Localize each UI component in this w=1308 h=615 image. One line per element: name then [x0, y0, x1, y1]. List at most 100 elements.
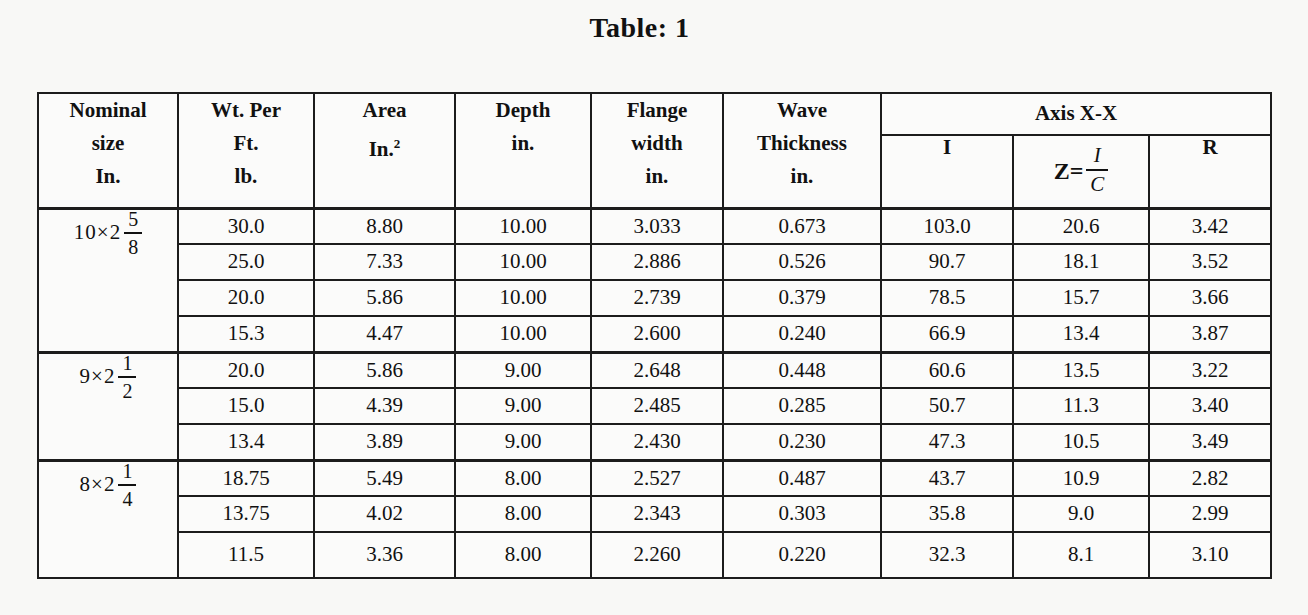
cell-wt: 11.5	[178, 532, 314, 578]
cell-flange: 3.033	[591, 208, 723, 244]
col-header-nominal-size: Nominal size In.	[38, 93, 178, 208]
cell-z: 18.1	[1013, 244, 1149, 280]
cell-i: 35.8	[881, 496, 1013, 532]
cell-wt: 20.0	[178, 280, 314, 316]
col-header-section-modulus: Z=IC	[1013, 135, 1149, 208]
cell-depth: 10.00	[455, 208, 591, 244]
cell-area: 7.33	[314, 244, 455, 280]
cell-depth: 9.00	[455, 352, 591, 388]
cell-wave: 0.379	[723, 280, 881, 316]
cell-wt: 18.75	[178, 460, 314, 496]
cell-wave: 0.303	[723, 496, 881, 532]
cell-z: 15.7	[1013, 280, 1149, 316]
table-row: 10×258 30.0 8.80 10.00 3.033 0.673 103.0…	[38, 208, 1271, 244]
nominal-fraction: 58	[124, 208, 142, 257]
cell-r: 2.82	[1149, 460, 1271, 496]
cell-i: 103.0	[881, 208, 1013, 244]
table-row: 20.0 5.86 10.00 2.739 0.379 78.5 15.7 3.…	[38, 280, 1271, 316]
cell-flange: 2.648	[591, 352, 723, 388]
table-row: 8×214 18.75 5.49 8.00 2.527 0.487 43.7 1…	[38, 460, 1271, 496]
cell-wave: 0.487	[723, 460, 881, 496]
col-header-flange-width: Flange width in.	[591, 93, 723, 208]
cell-i: 32.3	[881, 532, 1013, 578]
col-header-wt-per-ft: Wt. Per Ft. lb.	[178, 93, 314, 208]
nominal-fraction: 14	[118, 460, 136, 509]
table-row: 9×212 20.0 5.86 9.00 2.648 0.448 60.6 13…	[38, 352, 1271, 388]
col-header-moment-of-inertia: I	[881, 135, 1013, 208]
cell-r: 3.49	[1149, 424, 1271, 460]
col-header-radius-of-gyration: R	[1149, 135, 1271, 208]
cell-wt: 13.4	[178, 424, 314, 460]
cell-i: 66.9	[881, 316, 1013, 352]
cell-wave: 0.673	[723, 208, 881, 244]
col-header-wave-thickness: Wave Thickness in.	[723, 93, 881, 208]
area-superscript: 2	[394, 136, 401, 151]
cell-wave: 0.220	[723, 532, 881, 578]
cell-flange: 2.600	[591, 316, 723, 352]
cell-area: 3.89	[314, 424, 455, 460]
cell-area: 4.02	[314, 496, 455, 532]
cell-z: 13.5	[1013, 352, 1149, 388]
cell-i: 78.5	[881, 280, 1013, 316]
cell-r: 3.66	[1149, 280, 1271, 316]
cell-flange: 2.739	[591, 280, 723, 316]
cell-z: 11.3	[1013, 388, 1149, 424]
table-row: 13.4 3.89 9.00 2.430 0.230 47.3 10.5 3.4…	[38, 424, 1271, 460]
nominal-size-group-2: 9×212	[38, 352, 178, 460]
table-row: 15.0 4.39 9.00 2.485 0.285 50.7 11.3 3.4…	[38, 388, 1271, 424]
cell-z: 9.0	[1013, 496, 1149, 532]
table-row: 11.5 3.36 8.00 2.260 0.220 32.3 8.1 3.10	[38, 532, 1271, 578]
col-header-depth: Depth in.	[455, 93, 591, 208]
cell-i: 43.7	[881, 460, 1013, 496]
cell-area: 5.86	[314, 352, 455, 388]
table-row: 25.0 7.33 10.00 2.886 0.526 90.7 18.1 3.…	[38, 244, 1271, 280]
cell-area: 3.36	[314, 532, 455, 578]
cell-i: 47.3	[881, 424, 1013, 460]
nominal-size-group-1: 10×258	[38, 208, 178, 352]
cell-flange: 2.485	[591, 388, 723, 424]
nominal-size-label: 10×258	[74, 210, 142, 259]
cell-area: 4.47	[314, 316, 455, 352]
nominal-size-group-3: 8×214	[38, 460, 178, 578]
cell-wave: 0.240	[723, 316, 881, 352]
cell-depth: 9.00	[455, 424, 591, 460]
cell-flange: 2.886	[591, 244, 723, 280]
cell-depth: 8.00	[455, 460, 591, 496]
cell-flange: 2.343	[591, 496, 723, 532]
cell-wave: 0.285	[723, 388, 881, 424]
page-title: Table: 1	[37, 12, 1242, 44]
table-row: 15.3 4.47 10.00 2.600 0.240 66.9 13.4 3.…	[38, 316, 1271, 352]
cell-wave: 0.230	[723, 424, 881, 460]
cell-z: 13.4	[1013, 316, 1149, 352]
z-fraction: IC	[1086, 144, 1108, 195]
cell-r: 3.87	[1149, 316, 1271, 352]
cell-wt: 25.0	[178, 244, 314, 280]
cell-i: 60.6	[881, 352, 1013, 388]
cell-wave: 0.448	[723, 352, 881, 388]
cell-depth: 10.00	[455, 244, 591, 280]
cell-area: 5.49	[314, 460, 455, 496]
cell-wave: 0.526	[723, 244, 881, 280]
header-row-main: Nominal size In. Wt. Per Ft. lb. Area In…	[38, 93, 1271, 135]
steel-sections-table: Nominal size In. Wt. Per Ft. lb. Area In…	[37, 92, 1272, 579]
cell-wt: 13.75	[178, 496, 314, 532]
cell-r: 3.42	[1149, 208, 1271, 244]
col-header-area: Area In.2	[314, 93, 455, 208]
cell-r: 3.40	[1149, 388, 1271, 424]
cell-z: 10.9	[1013, 460, 1149, 496]
cell-wt: 15.3	[178, 316, 314, 352]
nominal-size-label: 9×212	[80, 354, 137, 403]
cell-depth: 8.00	[455, 532, 591, 578]
cell-r: 2.99	[1149, 496, 1271, 532]
cell-wt: 30.0	[178, 208, 314, 244]
cell-r: 3.22	[1149, 352, 1271, 388]
cell-depth: 9.00	[455, 388, 591, 424]
table-row: 13.75 4.02 8.00 2.343 0.303 35.8 9.0 2.9…	[38, 496, 1271, 532]
cell-flange: 2.527	[591, 460, 723, 496]
z-formula: Z=IC	[1054, 146, 1109, 197]
cell-depth: 10.00	[455, 280, 591, 316]
col-header-axis-xx: Axis X-X	[881, 93, 1271, 135]
cell-z: 8.1	[1013, 532, 1149, 578]
cell-r: 3.10	[1149, 532, 1271, 578]
nominal-size-label: 8×214	[80, 462, 137, 511]
